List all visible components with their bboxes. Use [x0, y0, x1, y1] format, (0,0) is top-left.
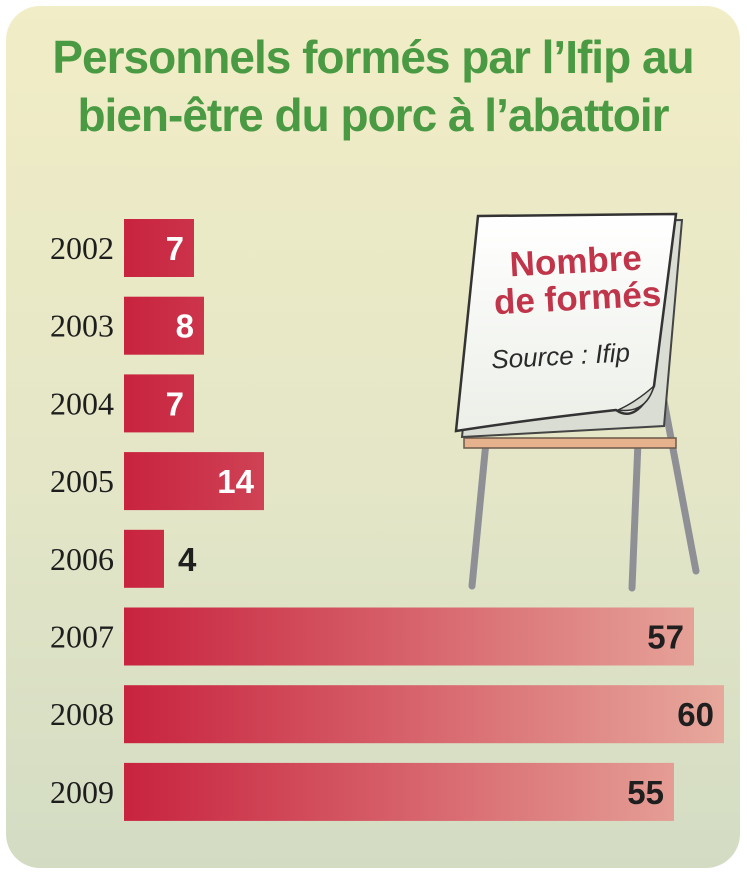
year-label-2007: 2007 — [50, 619, 114, 655]
value-label-2006: 4 — [178, 541, 197, 578]
easel-illustration: Nombre de formés Source : Ifip — [454, 212, 700, 592]
year-label-2004: 2004 — [50, 385, 114, 421]
year-label-2003: 2003 — [50, 308, 114, 344]
chart-title-line-1: Personnels formés par l’Ifip au — [52, 31, 694, 83]
bar-2005 — [124, 452, 264, 511]
legend-heading-line-2: de formés — [493, 275, 662, 323]
easel-leg-right — [628, 438, 642, 592]
value-label-2004: 7 — [166, 385, 184, 422]
bar-2002 — [124, 219, 194, 277]
bar-2007 — [124, 607, 694, 666]
value-label-2008: 60 — [677, 696, 714, 733]
easel-leg-left — [468, 438, 490, 590]
bar-2003 — [124, 296, 204, 355]
flipchart-page-curl — [615, 383, 656, 412]
bar-2004 — [124, 374, 194, 433]
easel-leg-back — [660, 397, 700, 575]
bar-2009 — [124, 762, 674, 821]
value-label-2007: 57 — [647, 619, 684, 656]
legend-source: Source : Ifip — [491, 337, 631, 374]
chart-frame: Personnels formés par l’Ifip au bien-êtr… — [6, 6, 740, 868]
year-label-2002: 2002 — [50, 230, 114, 266]
bar-chart: Nombre de formés Source : Ifip 200220032… — [50, 212, 724, 821]
legend-heading-line-1: Nombre — [509, 239, 643, 285]
easel-ledge — [463, 437, 677, 449]
year-label-2005: 2005 — [50, 463, 114, 499]
value-label-2005: 14 — [217, 463, 254, 500]
bar-2006 — [124, 529, 164, 588]
value-labels-group: 7 8 7 14 4 57 60 55 — [166, 230, 714, 811]
value-label-2003: 8 — [176, 308, 194, 345]
bar-2008 — [124, 685, 724, 744]
chart-title: Personnels formés par l’Ifip au bien-êtr… — [6, 28, 740, 144]
year-labels-group: 2002 2003 2004 2005 2006 2007 2008 2009 — [50, 230, 114, 810]
bars-group — [124, 219, 724, 821]
chart-title-line-2: bien-être du porc à l’abattoir — [77, 89, 669, 141]
year-label-2006: 2006 — [50, 541, 114, 577]
year-label-2009: 2009 — [50, 774, 114, 810]
value-label-2009: 55 — [627, 774, 664, 811]
year-label-2008: 2008 — [50, 696, 114, 732]
value-label-2002: 7 — [166, 230, 184, 267]
